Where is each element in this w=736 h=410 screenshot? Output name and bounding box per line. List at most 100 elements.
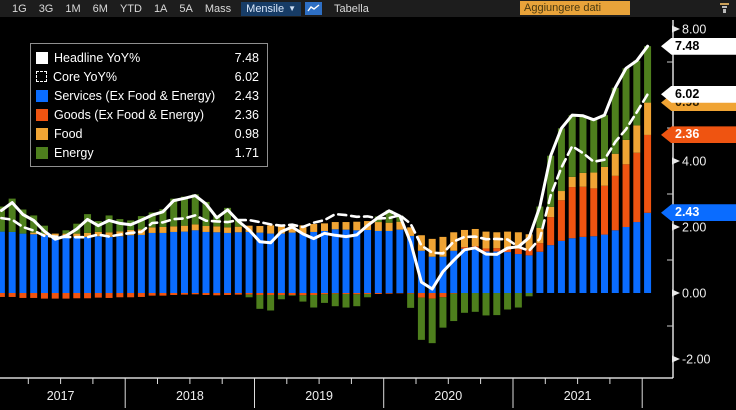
bar-segment	[644, 102, 652, 135]
bar-segment	[159, 209, 167, 227]
bar-segment	[568, 238, 576, 293]
tick-arrow-icon	[672, 25, 680, 33]
legend-value: 1.71	[234, 145, 259, 160]
year-label: 2019	[305, 389, 333, 403]
frequency-dropdown[interactable]: Mensile ▼	[241, 1, 301, 16]
add-data-button[interactable]: Aggiungere dati	[520, 1, 630, 15]
last-value-marker-6.02: 6.02	[661, 85, 736, 103]
bar-segment	[30, 234, 38, 293]
bar-segment	[536, 251, 544, 293]
bar-segment	[116, 219, 124, 232]
y-tick-label: 8.00	[682, 23, 706, 37]
tab-tabella[interactable]: Tabella	[333, 2, 369, 15]
bar-segment	[644, 46, 652, 103]
legend-item-goods-ex-food-energy-[interactable]: Goods (Ex Food & Energy) 2.36	[36, 105, 259, 124]
bar-segment	[267, 225, 275, 234]
bar-segment	[277, 293, 285, 295]
tick-arrow-icon	[672, 157, 680, 165]
bar-segment	[374, 230, 382, 293]
bar-segment	[0, 231, 5, 293]
bar-segment	[40, 293, 48, 299]
bar-segment	[331, 229, 339, 293]
y-tick-label: 4.00	[682, 155, 706, 169]
bar-segment	[310, 231, 318, 293]
period-tab-ytd[interactable]: YTD	[119, 2, 142, 15]
bar-segment	[579, 236, 587, 293]
y-axis: 8.006.004.002.000.00-2.00	[667, 20, 711, 378]
bar-segment	[148, 232, 156, 293]
bar-segment	[310, 224, 318, 232]
bar-segment	[633, 222, 641, 293]
filter-icon[interactable]	[719, 3, 730, 14]
bar-segment	[94, 231, 102, 237]
period-tab-1m[interactable]: 1M	[65, 2, 81, 15]
legend-swatch-white-solid	[36, 51, 48, 64]
legend-item-headline-yoy-[interactable]: Headline YoY% 7.48	[36, 48, 259, 67]
y-tick-label: -2.00	[682, 353, 711, 367]
year-label: 2021	[564, 389, 592, 403]
legend-label: Services (Ex Food & Energy)	[54, 88, 216, 103]
filter-icon-bar	[722, 6, 727, 8]
bar-segment	[536, 243, 544, 252]
bar-segment	[191, 224, 199, 231]
bar-segment	[342, 222, 350, 230]
bar-segment	[547, 155, 555, 207]
bar-segment	[622, 227, 630, 293]
tick-arrow-icon	[672, 289, 680, 297]
bar-segment	[137, 234, 145, 293]
bar-segment	[396, 229, 404, 293]
bar-segment	[590, 172, 598, 189]
bar-segment	[450, 232, 458, 251]
bar-segment	[299, 233, 307, 293]
bar-segment	[202, 231, 210, 293]
period-tab-mass[interactable]: Mass	[204, 2, 232, 15]
period-tab-5a[interactable]: 5A	[179, 2, 193, 15]
bar-segment	[51, 233, 59, 236]
bar-segment	[137, 293, 145, 297]
bar-segment	[0, 293, 5, 297]
bar-segment	[396, 221, 404, 230]
legend-item-energy[interactable]: Energy 1.71	[36, 143, 259, 162]
legend-item-services-ex-food-energy-[interactable]: Services (Ex Food & Energy) 2.43	[36, 86, 259, 105]
bar-segment	[234, 232, 242, 293]
bar-segment	[504, 252, 512, 293]
bar-segment	[288, 293, 296, 295]
bar-segment	[568, 187, 576, 239]
bar-segment	[482, 293, 490, 316]
bar-segment	[127, 235, 135, 293]
period-tab-1a[interactable]: 1A	[153, 2, 168, 15]
period-tab-6m[interactable]: 6M	[92, 2, 108, 15]
period-tab-1g[interactable]: 1G	[12, 2, 27, 15]
legend-value: 7.48	[234, 50, 259, 65]
legend-item-food[interactable]: Food 0.98	[36, 124, 259, 143]
bar-segment	[353, 221, 361, 231]
bar-segment	[601, 115, 608, 167]
bar-segment	[320, 293, 328, 295]
bar-segment	[62, 236, 70, 293]
bar-segment	[590, 236, 598, 293]
bar-segment	[644, 134, 652, 213]
bar-segment	[407, 227, 415, 236]
y-tick-label: 0.00	[682, 287, 706, 301]
bar-segment	[557, 200, 565, 241]
bar-segment	[320, 230, 328, 293]
legend-item-core-yoy-[interactable]: Core YoY% 6.02	[36, 67, 259, 86]
bar-segment	[385, 210, 393, 223]
period-tab-3g[interactable]: 3G	[38, 2, 54, 15]
bar-segment	[224, 293, 232, 295]
bar-segment	[224, 227, 232, 233]
bar-segment	[213, 226, 221, 233]
bar-segment	[148, 212, 156, 228]
bar-segment	[514, 248, 522, 255]
bar-segment	[482, 251, 490, 293]
bar-segment	[105, 232, 113, 237]
bar-segment	[202, 293, 210, 295]
chart-type-button[interactable]	[304, 2, 322, 15]
bar-segment	[19, 209, 27, 234]
bar-segment	[148, 227, 156, 233]
bar-segment	[40, 233, 48, 236]
bar-segment	[450, 250, 458, 293]
bar-segment	[364, 293, 372, 298]
bar-segment	[94, 293, 102, 298]
